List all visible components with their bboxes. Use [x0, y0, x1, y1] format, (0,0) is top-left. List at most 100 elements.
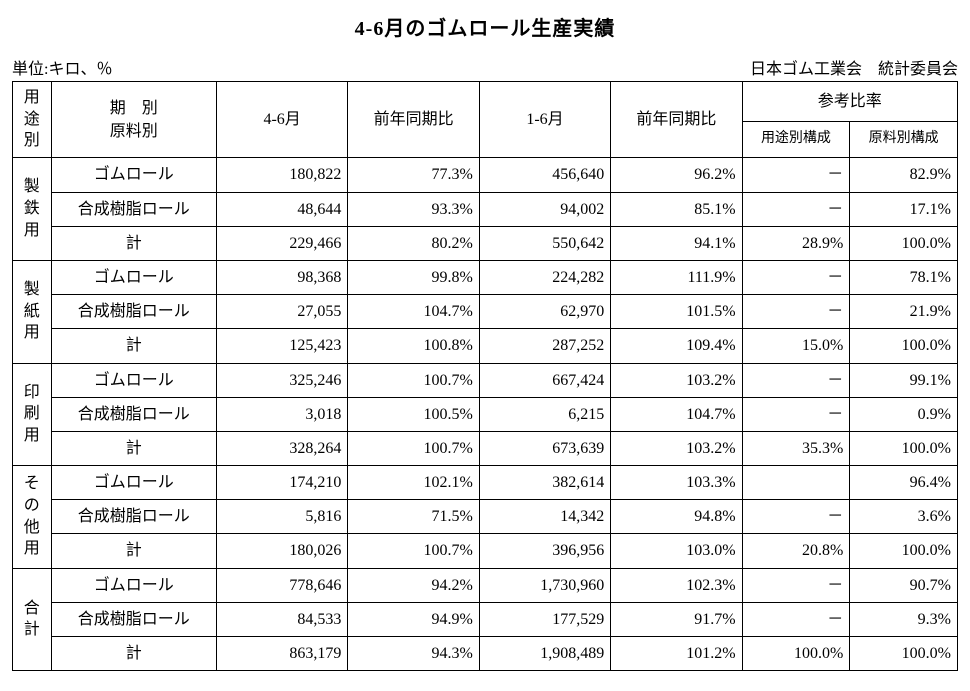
value-yoy2: 103.2%: [611, 363, 742, 397]
use-category-label: 製 紙 用: [24, 279, 40, 344]
value-q46: 174,210: [216, 466, 347, 500]
col-q16-header: 1-6月: [479, 82, 610, 158]
value-q46: 5,816: [216, 500, 347, 534]
table-row: そ の 他 用ゴムロール174,210102.1%382,614103.3%96…: [13, 466, 958, 500]
value-ref-mat: 17.1%: [850, 192, 958, 226]
value-ref-use: 20.8%: [742, 534, 850, 568]
document-page: 4-6月のゴムロール生産実績 単位:キロ、％ 日本ゴム工業会 統計委員会 用 途…: [0, 0, 970, 691]
table-row: 計125,423100.8%287,252109.4%15.0%100.0%: [13, 329, 958, 363]
value-ref-use: －: [742, 158, 850, 192]
material-cell: 合成樹脂ロール: [51, 602, 216, 636]
value-yoy1: 93.3%: [348, 192, 479, 226]
value-yoy2: 111.9%: [611, 260, 742, 294]
value-yoy1: 100.7%: [348, 534, 479, 568]
material-cell: 計: [51, 431, 216, 465]
value-yoy2: 103.3%: [611, 466, 742, 500]
table-row: 製 紙 用ゴムロール98,36899.8%224,282111.9%－78.1%: [13, 260, 958, 294]
use-category-label: 製 鉄 用: [24, 176, 40, 241]
value-ref-mat: 90.7%: [850, 568, 958, 602]
value-q16: 224,282: [479, 260, 610, 294]
value-ref-use: －: [742, 192, 850, 226]
table-row: 合成樹脂ロール3,018100.5%6,215104.7%－0.9%: [13, 397, 958, 431]
value-q46: 328,264: [216, 431, 347, 465]
value-q46: 125,423: [216, 329, 347, 363]
value-yoy1: 100.5%: [348, 397, 479, 431]
table-row: 合 計ゴムロール778,64694.2%1,730,960102.3%－90.7…: [13, 568, 958, 602]
value-yoy2: 103.2%: [611, 431, 742, 465]
value-q16: 550,642: [479, 226, 610, 260]
value-yoy2: 104.7%: [611, 397, 742, 431]
value-yoy2: 101.2%: [611, 637, 742, 671]
material-cell: 計: [51, 637, 216, 671]
material-cell: 合成樹脂ロール: [51, 295, 216, 329]
material-cell: ゴムロール: [51, 158, 216, 192]
table-row: 合成樹脂ロール5,81671.5%14,34294.8%－3.6%: [13, 500, 958, 534]
value-q16: 94,002: [479, 192, 610, 226]
value-q46: 48,644: [216, 192, 347, 226]
use-category-label: 印 刷 用: [24, 382, 40, 447]
value-ref-use: 15.0%: [742, 329, 850, 363]
use-category-label: そ の 他 用: [24, 473, 40, 559]
table-row: 計229,46680.2%550,64294.1%28.9%100.0%: [13, 226, 958, 260]
table-row: 計180,026100.7%396,956103.0%20.8%100.0%: [13, 534, 958, 568]
use-category-label: 合 計: [24, 598, 40, 641]
value-yoy2: 96.2%: [611, 158, 742, 192]
col-q46-header: 4-6月: [216, 82, 347, 158]
value-yoy2: 103.0%: [611, 534, 742, 568]
source-label: 日本ゴム工業会 統計委員会: [750, 55, 958, 79]
production-table: 用 途 別 期 別 原料別 4-6月 前年同期比 1-6月 前年同期比 参考比率…: [12, 81, 958, 671]
value-q16: 396,956: [479, 534, 610, 568]
value-q16: 667,424: [479, 363, 610, 397]
material-cell: 計: [51, 329, 216, 363]
value-ref-use: －: [742, 602, 850, 636]
page-title: 4-6月のゴムロール生産実績: [12, 12, 958, 41]
material-cell: 計: [51, 534, 216, 568]
col-ref-use-header: 用途別構成: [742, 121, 850, 158]
value-ref-mat: 100.0%: [850, 329, 958, 363]
col-use-header: 用 途 別: [13, 82, 52, 158]
meta-row: 単位:キロ、％ 日本ゴム工業会 統計委員会: [12, 55, 958, 79]
value-ref-mat: 100.0%: [850, 226, 958, 260]
material-cell: 合成樹脂ロール: [51, 397, 216, 431]
value-ref-mat: 78.1%: [850, 260, 958, 294]
value-q16: 287,252: [479, 329, 610, 363]
value-q16: 382,614: [479, 466, 610, 500]
value-ref-use: －: [742, 363, 850, 397]
value-yoy2: 85.1%: [611, 192, 742, 226]
value-ref-use: [742, 466, 850, 500]
value-ref-mat: 100.0%: [850, 534, 958, 568]
col-yoy1-header: 前年同期比: [348, 82, 479, 158]
value-ref-mat: 100.0%: [850, 431, 958, 465]
col-material-header-text: 期 別 原料別: [110, 100, 158, 140]
value-q46: 229,466: [216, 226, 347, 260]
value-ref-use: －: [742, 295, 850, 329]
value-q16: 1,730,960: [479, 568, 610, 602]
material-cell: 合成樹脂ロール: [51, 192, 216, 226]
value-yoy1: 94.9%: [348, 602, 479, 636]
value-yoy2: 109.4%: [611, 329, 742, 363]
value-q46: 98,368: [216, 260, 347, 294]
value-yoy2: 94.8%: [611, 500, 742, 534]
col-ref-group-header: 参考比率: [742, 82, 957, 122]
value-q16: 177,529: [479, 602, 610, 636]
value-ref-mat: 0.9%: [850, 397, 958, 431]
value-q16: 14,342: [479, 500, 610, 534]
value-yoy1: 77.3%: [348, 158, 479, 192]
table-row: 製 鉄 用ゴムロール180,82277.3%456,64096.2%－82.9%: [13, 158, 958, 192]
value-yoy1: 100.7%: [348, 431, 479, 465]
value-yoy1: 94.2%: [348, 568, 479, 602]
value-yoy2: 101.5%: [611, 295, 742, 329]
value-ref-mat: 96.4%: [850, 466, 958, 500]
table-row: 印 刷 用ゴムロール325,246100.7%667,424103.2%－99.…: [13, 363, 958, 397]
value-yoy2: 91.7%: [611, 602, 742, 636]
value-ref-mat: 99.1%: [850, 363, 958, 397]
value-q46: 863,179: [216, 637, 347, 671]
table-row: 合成樹脂ロール48,64493.3%94,00285.1%－17.1%: [13, 192, 958, 226]
table-row: 計863,17994.3%1,908,489101.2%100.0%100.0%: [13, 637, 958, 671]
use-category-cell: そ の 他 用: [13, 466, 52, 569]
unit-label: 単位:キロ、％: [12, 55, 112, 79]
value-q16: 1,908,489: [479, 637, 610, 671]
value-ref-mat: 9.3%: [850, 602, 958, 636]
material-cell: 合成樹脂ロール: [51, 500, 216, 534]
value-q16: 673,639: [479, 431, 610, 465]
